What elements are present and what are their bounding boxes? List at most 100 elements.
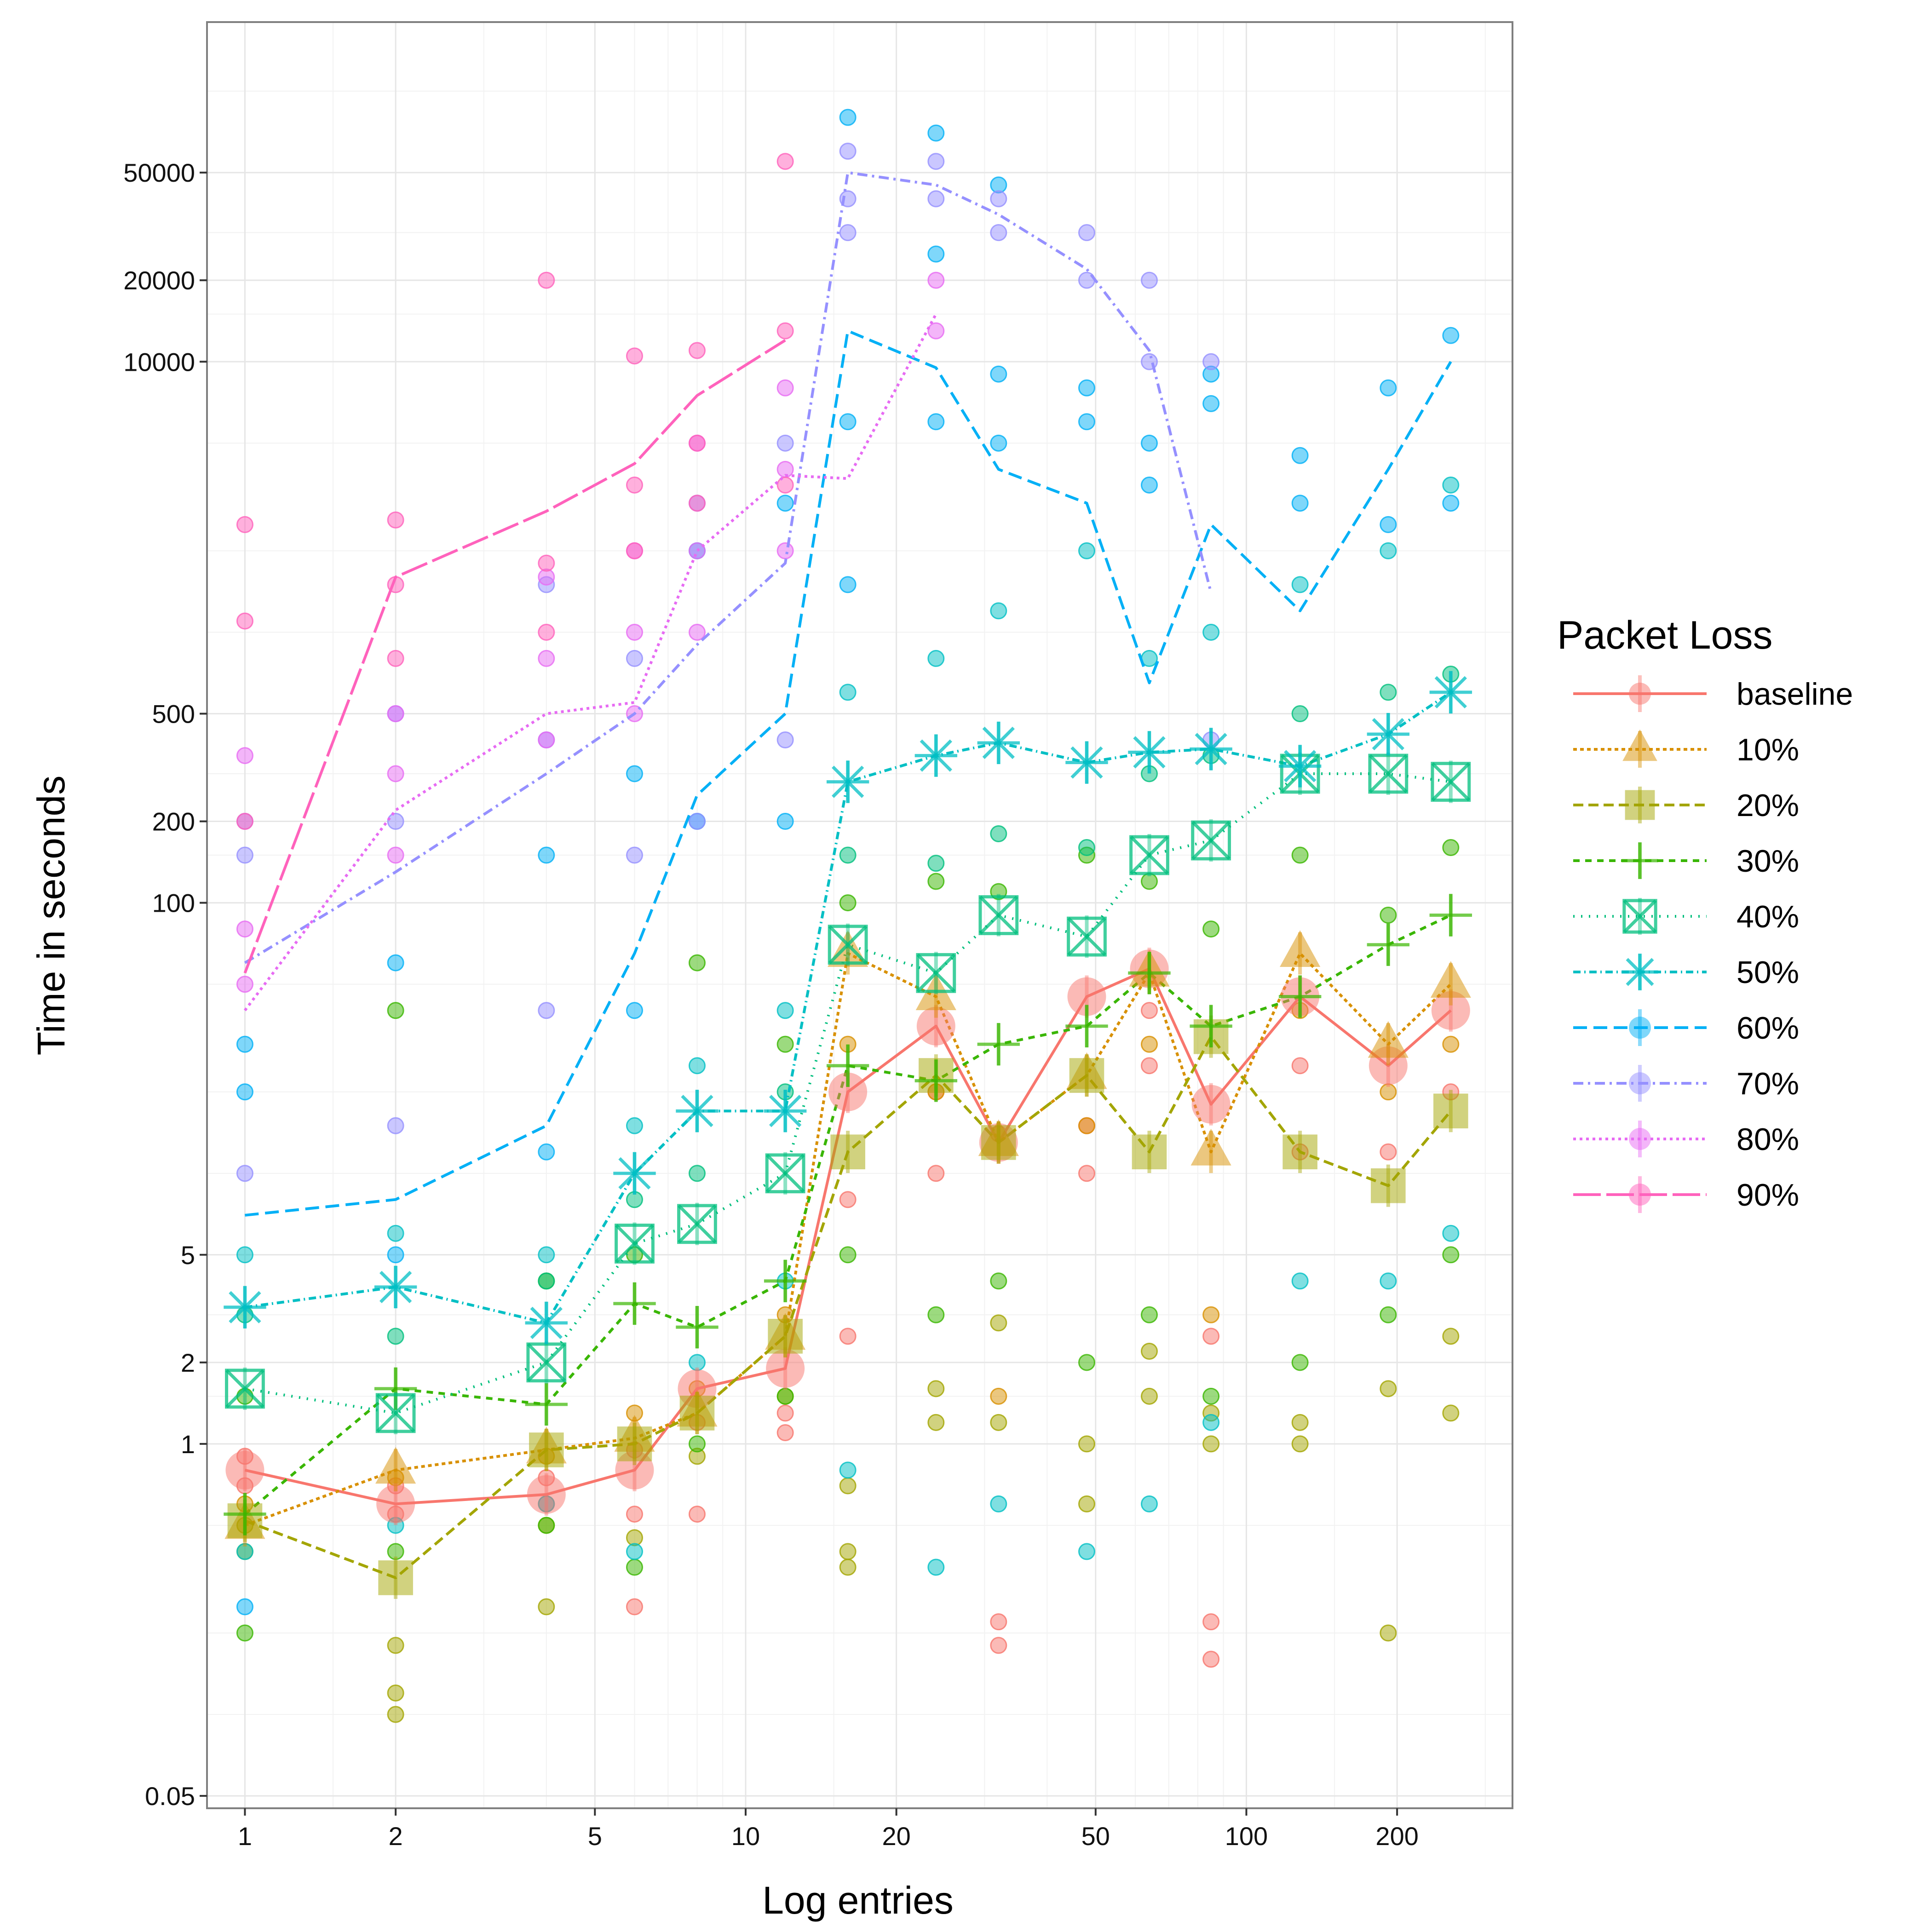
legend-key-marker — [1622, 954, 1658, 990]
marker-shape — [831, 765, 864, 798]
data-point — [927, 1306, 945, 1323]
data-point — [387, 813, 404, 830]
data-point — [236, 976, 253, 993]
summary-marker — [613, 1282, 656, 1325]
data-point — [990, 1613, 1007, 1631]
summary-marker — [914, 734, 958, 777]
summary-marker — [1282, 1134, 1317, 1169]
y-tick-label: 0.05 — [145, 1782, 195, 1811]
data-point — [990, 1314, 1007, 1332]
summary-marker — [679, 1396, 715, 1431]
data-point — [1140, 1306, 1158, 1323]
data-point — [839, 1477, 857, 1495]
data-point — [1291, 1272, 1309, 1290]
marker-shape — [1433, 1093, 1468, 1128]
series-line-70pct — [244, 171, 1213, 964]
summary-marker — [1067, 916, 1107, 957]
summary-marker — [676, 1089, 719, 1133]
summary-marker — [828, 1072, 868, 1111]
data-point — [1380, 907, 1397, 924]
marker-shape — [982, 726, 1015, 759]
summary-markers — [224, 671, 1472, 1599]
data-point — [387, 705, 404, 722]
data-point — [1078, 1435, 1095, 1453]
summary-marker — [1191, 820, 1231, 861]
summary-marker — [766, 1349, 805, 1388]
data-point — [626, 1543, 643, 1560]
summary-marker — [525, 1301, 568, 1345]
summary-marker — [914, 1059, 958, 1102]
data-point — [776, 494, 794, 512]
data-point — [1202, 1435, 1220, 1453]
data-point — [839, 576, 857, 593]
marker-shape — [1629, 1072, 1651, 1094]
marker-shape — [1195, 733, 1227, 765]
summary-marker — [916, 953, 956, 993]
legend-label: 10% — [1736, 732, 1799, 767]
data-point — [1202, 920, 1220, 938]
legend-key-marker — [1622, 729, 1657, 761]
legend: Packet Loss baseline 10% 20% 30% 40% 50% 60% 70… — [1557, 613, 1853, 1213]
marker-shape — [765, 1154, 805, 1193]
legend-label: 70% — [1736, 1066, 1799, 1101]
data-point — [626, 846, 643, 864]
marker-shape — [828, 925, 868, 965]
marker-shape — [1626, 958, 1654, 986]
data-point — [776, 1387, 794, 1405]
data-point — [990, 1637, 1007, 1654]
summary-marker — [830, 1134, 865, 1169]
data-point — [1140, 1002, 1158, 1019]
data-point — [538, 1143, 555, 1161]
marker-shape — [828, 1072, 868, 1111]
summary-marker — [1278, 975, 1322, 1018]
data-point — [990, 1495, 1007, 1512]
marker-shape — [916, 953, 956, 993]
legend-key-marker — [1622, 899, 1657, 934]
data-point — [626, 476, 643, 494]
summary-marker — [1431, 991, 1470, 1030]
data-point — [1202, 1414, 1220, 1431]
marker-shape — [828, 930, 868, 967]
summary-marker — [676, 1305, 719, 1349]
summary-marker — [376, 1484, 415, 1524]
summary-marker — [378, 1560, 413, 1595]
marker-shape — [615, 1224, 654, 1263]
marker-shape — [769, 1095, 802, 1127]
marker-shape — [1431, 991, 1470, 1030]
data-point — [538, 1002, 555, 1019]
summary-marker — [1429, 894, 1472, 937]
data-point — [990, 602, 1007, 620]
marker-shape — [1070, 746, 1103, 779]
data-point — [1202, 1306, 1220, 1323]
data-point — [538, 271, 555, 289]
y-tick-label: 500 — [152, 699, 195, 728]
marker-shape — [229, 1291, 261, 1323]
data-point — [927, 413, 945, 431]
summary-marker — [981, 1125, 1016, 1160]
data-point — [1380, 516, 1397, 533]
summary-marker — [1367, 713, 1410, 756]
data-point — [236, 1083, 253, 1101]
data-point — [990, 365, 1007, 383]
y-tick-label: 10000 — [123, 347, 195, 376]
marker-shape — [830, 1134, 865, 1169]
marker-shape — [1629, 683, 1651, 705]
x-tick-label: 5 — [588, 1822, 602, 1851]
data-point — [839, 684, 857, 701]
data-point — [626, 1598, 643, 1616]
data-point — [1380, 1272, 1397, 1290]
data-point — [927, 245, 945, 263]
data-point — [839, 1558, 857, 1576]
data-point — [1442, 1404, 1460, 1422]
data-point — [1291, 1435, 1309, 1453]
data-point — [839, 1543, 857, 1560]
marker-shape — [530, 1306, 563, 1340]
data-point — [538, 1598, 555, 1616]
marker-shape — [1190, 1128, 1231, 1166]
summary-marker — [1128, 952, 1171, 995]
data-point — [1380, 684, 1397, 701]
data-point — [538, 1517, 555, 1534]
legend-title: Packet Loss — [1557, 613, 1772, 657]
legend-key-marker — [1629, 1184, 1651, 1206]
